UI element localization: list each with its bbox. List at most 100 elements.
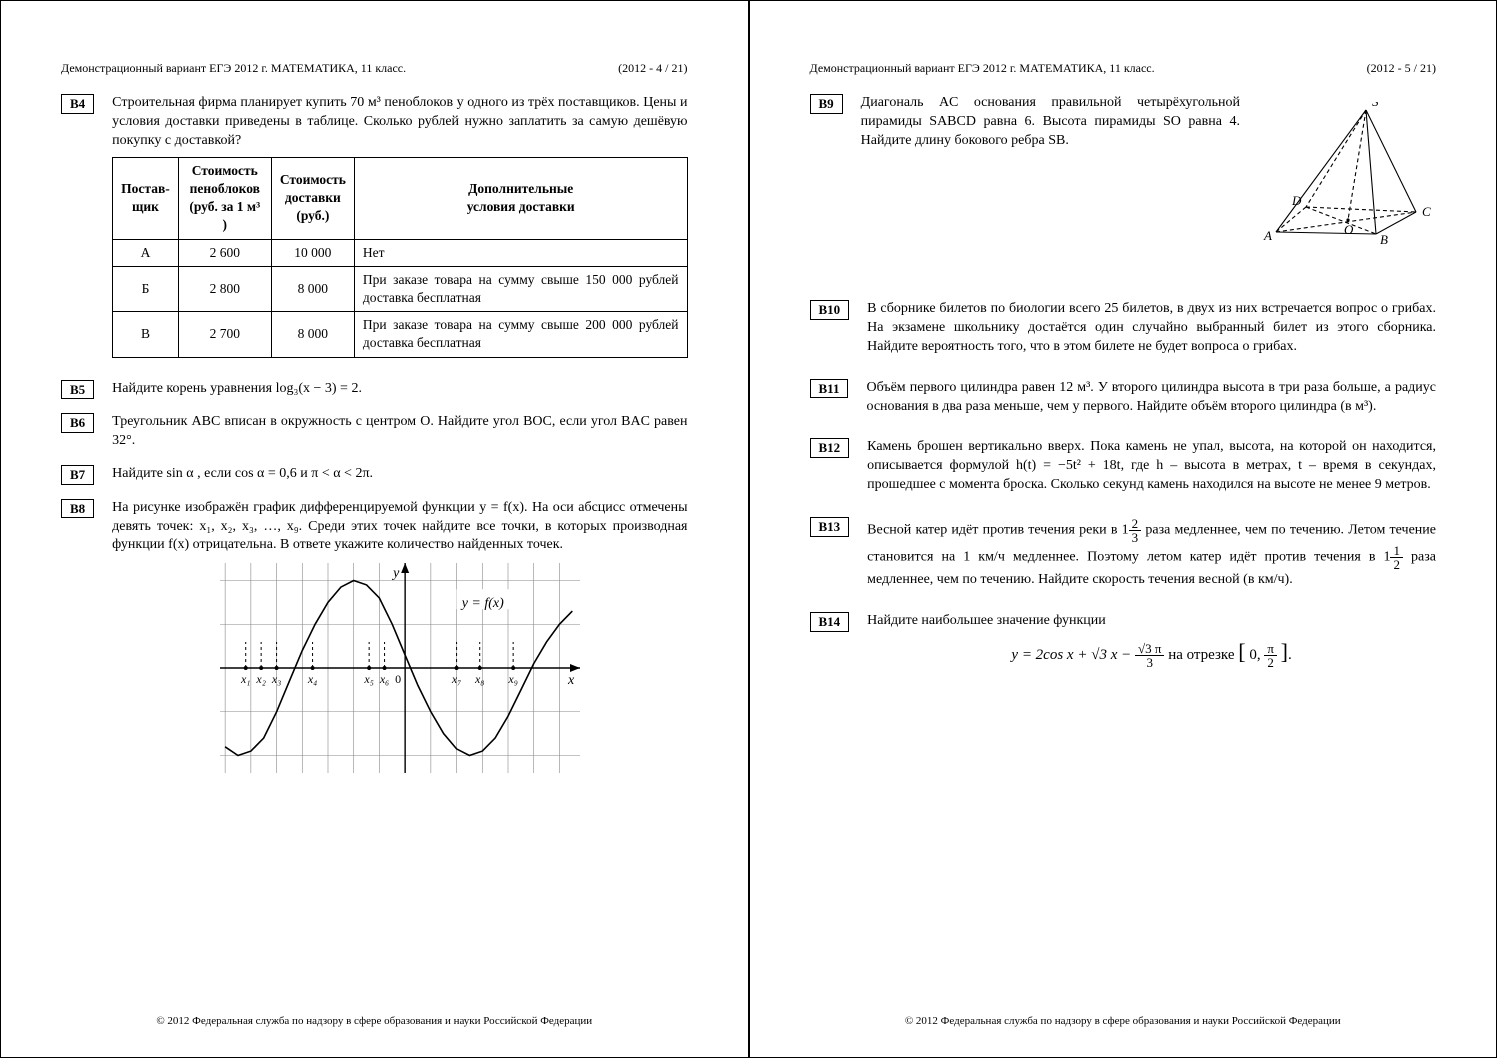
svg-text:x₃: x₃ [271,672,282,686]
badge-b14: B14 [810,612,850,632]
header-pagenum: (2012 - 4 / 21) [618,61,687,76]
table-cell: Нет [354,239,687,266]
b13-whole1: 1 [1122,523,1129,538]
task-b8-text: На рисунке изображён график дифференциру… [112,500,687,553]
page-5: Демонстрационный вариант ЕГЭ 2012 г. МАТ… [749,0,1497,1058]
task-b9: B9 Диагональ AC основания правильной чет… [810,94,1437,260]
task-b10-text: В сборнике билетов по биологии всего 25 … [867,300,1436,357]
b14-int-frac: π2 [1264,642,1277,669]
badge-b9: B9 [810,94,843,114]
svg-text:A: A [1263,228,1272,243]
task-b4-text: Строительная фирма планирует купить 70 м… [112,95,687,148]
b14-int-left: 0, [1249,647,1260,663]
b13-prefix: Весной катер идёт против течения реки в [867,523,1122,538]
task-b4-body: Строительная фирма планирует купить 70 м… [112,94,687,358]
table-cell: В [113,312,179,357]
task-b12: B12 Камень брошен вертикально вверх. Пок… [810,438,1437,495]
table-cell: 2 700 [178,312,271,357]
table-cell: 2 600 [178,239,271,266]
b14-f-pre: y = 2cos x + √3 x − [1011,647,1135,663]
table-cell: 8 000 [271,266,354,311]
task-b10: B10 В сборнике билетов по биологии всего… [810,300,1437,357]
task-b14-body: Найдите наибольшее значение функции y = … [867,612,1436,675]
task-b6: B6 Треугольник ABC вписан в окружность с… [61,413,688,451]
table-row: А2 60010 000Нет [113,239,687,266]
table-cell: При заказе товара на сумму свыше 150 000… [354,266,687,311]
badge-b12: B12 [810,438,850,458]
svg-text:y: y [391,566,400,581]
task-b7: B7 Найдите sin α , если cos α = 0,6 и π … [61,465,688,485]
svg-text:x₇: x₇ [451,672,462,686]
task-b6-text: Треугольник ABC вписан в окружность с це… [112,413,687,451]
badge-b7: B7 [61,465,94,485]
svg-text:S: S [1372,102,1379,109]
table-cell: Б [113,266,179,311]
task-b9-body: Диагональ AC основания правильной четырё… [861,94,1436,260]
task-b13-body: Весной катер идёт против течения реки в … [867,517,1436,590]
task-b5: B5 Найдите корень уравнения log₃(x − 3) … [61,380,688,400]
task-b11: B11 Объём первого цилиндра равен 12 м³. … [810,379,1437,417]
b14-f-frac: √3 π3 [1135,642,1164,669]
svg-text:D: D [1291,193,1302,208]
b4-col-header: Постав-щик [113,157,179,239]
b14-formula: y = 2cos x + √3 x − √3 π3 на отрезке [ 0… [867,637,1436,669]
svg-text:x₁: x₁ [240,672,251,686]
table-cell: 2 800 [178,266,271,311]
document-spread: Демонстрационный вариант ЕГЭ 2012 г. МАТ… [0,0,1497,1058]
b4-col-header: Стоимостьдоставки(руб.) [271,157,354,239]
badge-b13: B13 [810,517,850,537]
task-b5-text: Найдите корень уравнения log₃(x − 3) = 2… [112,380,687,399]
svg-text:x₆: x₆ [379,672,390,686]
page-header-r: Демонстрационный вариант ЕГЭ 2012 г. МАТ… [810,61,1437,76]
task-b9-text: Диагональ AC основания правильной четырё… [861,94,1240,260]
badge-b8: B8 [61,499,94,519]
badge-b5: B5 [61,380,94,400]
badge-b6: B6 [61,413,94,433]
svg-text:0: 0 [395,672,401,686]
svg-text:x₄: x₄ [307,672,318,686]
footer-right: © 2012 Федеральная служба по надзору в с… [750,1015,1497,1027]
task-b4: B4 Строительная фирма планирует купить 7… [61,94,688,358]
footer-left: © 2012 Федеральная служба по надзору в с… [1,1015,748,1027]
page-header: Демонстрационный вариант ЕГЭ 2012 г. МАТ… [61,61,688,76]
task-b8: B8 На рисунке изображён график дифференц… [61,499,688,782]
b14-text: Найдите наибольшее значение функции [867,613,1106,628]
svg-text:x₅: x₅ [363,672,374,686]
table-cell: 10 000 [271,239,354,266]
b4-col-header: Дополнительныеусловия доставки [354,157,687,239]
badge-b11: B11 [810,379,849,399]
page-4: Демонстрационный вариант ЕГЭ 2012 г. МАТ… [0,0,749,1058]
b14-f-post1: на отрезке [1168,647,1238,663]
svg-text:C: C [1422,204,1431,219]
badge-b4: B4 [61,94,94,114]
table-cell: А [113,239,179,266]
svg-text:x₉: x₉ [507,672,517,686]
svg-text:x₈: x₈ [474,672,485,686]
task-b11-text: Объём первого цилиндра равен 12 м³. У вт… [866,379,1436,417]
task-b12-text: Камень брошен вертикально вверх. Пока ка… [867,438,1436,495]
svg-text:B: B [1380,232,1388,247]
b8-chart: x₁ x₂ x₃ x₄ x₅ x₆ x₇ x₈ x₉ y x 0 y = f(x) [220,563,580,773]
table-row: Б2 8008 000При заказе товара на сумму св… [113,266,687,311]
table-row: В2 7008 000При заказе товара на сумму св… [113,312,687,357]
b4-col-header: Стоимостьпеноблоков(руб. за 1 м³ ) [178,157,271,239]
svg-text:x: x [567,673,575,688]
svg-text:x₂: x₂ [255,672,266,686]
badge-b10: B10 [810,300,850,320]
b13-whole2: 1 [1383,550,1390,565]
task-b14: B14 Найдите наибольшее значение функции … [810,612,1437,675]
bracket-r: ] [1281,639,1288,664]
svg-text:y = f(x): y = f(x) [460,596,504,611]
b4-table: Постав-щикСтоимостьпеноблоков(руб. за 1 … [112,157,687,358]
header-title: Демонстрационный вариант ЕГЭ 2012 г. МАТ… [61,61,406,76]
table-cell: 8 000 [271,312,354,357]
b9-figure: ABCDSO [1256,102,1436,252]
b13-frac1: 23 [1129,517,1142,544]
header-pagenum-r: (2012 - 5 / 21) [1367,61,1436,76]
header-title-r: Демонстрационный вариант ЕГЭ 2012 г. МАТ… [810,61,1155,76]
b13-frac2: 12 [1390,544,1403,571]
task-b8-body: На рисунке изображён график дифференциру… [112,499,687,782]
bracket-l: [ [1238,639,1245,664]
task-b13: B13 Весной катер идёт против течения рек… [810,517,1437,590]
table-cell: При заказе товара на сумму свыше 200 000… [354,312,687,357]
